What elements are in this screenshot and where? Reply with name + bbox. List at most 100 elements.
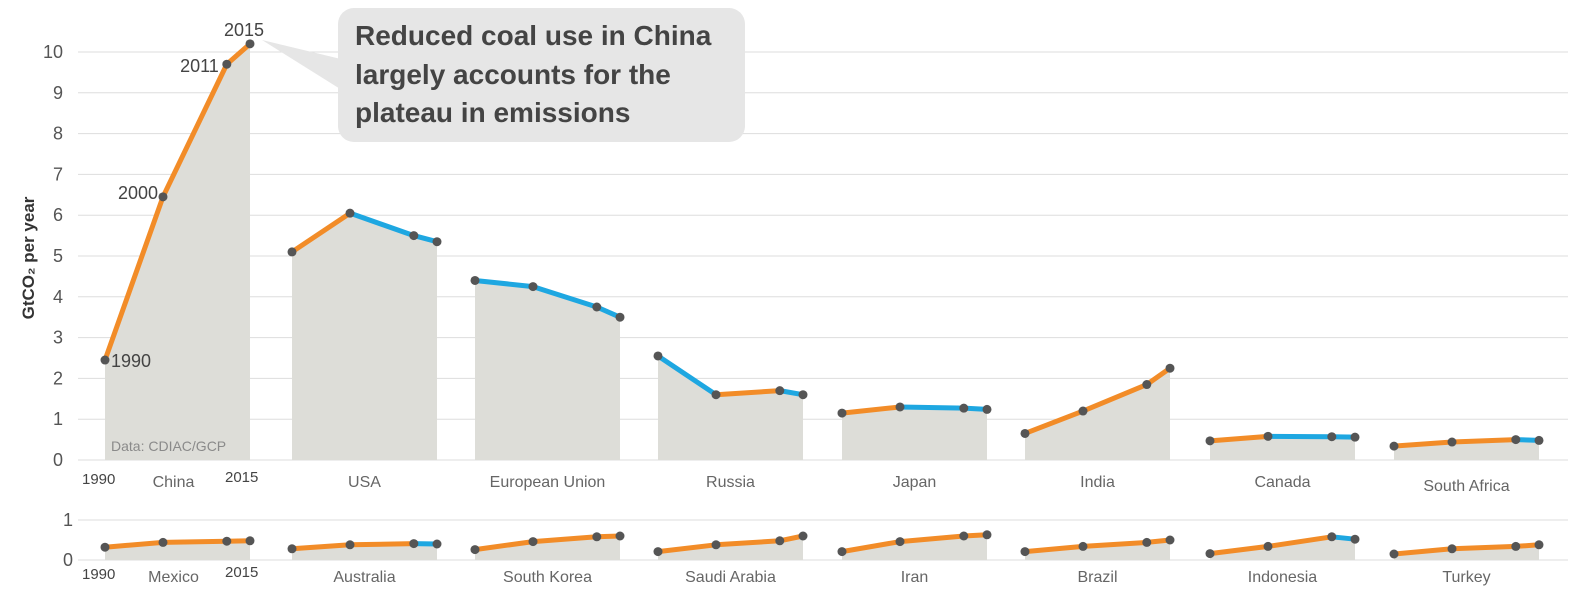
point-south-africa-2011 (1511, 435, 1521, 445)
point-iran-1990 (837, 547, 847, 557)
segment-japan-1 (897, 404, 967, 411)
point-saudi-arabia-2011 (775, 536, 785, 546)
segment-iran-1 (897, 533, 967, 545)
category-label-mexico: Mexico (148, 569, 199, 586)
category-label-usa: USA (348, 474, 381, 491)
category-label-european-union: European Union (490, 474, 606, 491)
category-label-japan: Japan (893, 474, 937, 491)
point-canada-1990 (1205, 436, 1215, 446)
segment-european-union-0 (472, 277, 536, 290)
point-south-africa-1990 (1389, 441, 1399, 451)
segment-turkey-1 (1449, 543, 1519, 552)
point-saudi-arabia-2015 (798, 531, 808, 541)
point-japan-2015 (982, 404, 992, 414)
point-india-2000 (1078, 406, 1088, 416)
area-iran (842, 534, 987, 560)
y-tick-label: 2 (53, 368, 63, 388)
segment-south-africa-0 (1391, 439, 1455, 449)
point-iran-2000 (895, 537, 905, 547)
segment-brazil-1 (1080, 539, 1150, 549)
y-tick-label: 4 (53, 287, 63, 307)
segment-iran-0 (839, 539, 903, 555)
year-label-start: 1990 (82, 566, 115, 583)
point-year-label-2000: 2000 (118, 183, 158, 203)
area-layer (105, 43, 1539, 560)
segment-india-2 (1144, 365, 1173, 388)
point-mexico-2011 (222, 536, 232, 546)
point-usa-1990 (287, 247, 297, 257)
callout-pointer (262, 40, 345, 92)
point-saudi-arabia-1990 (653, 547, 663, 557)
point-mexico-1990 (100, 542, 110, 552)
point-south-korea-2000 (528, 537, 538, 547)
point-china-1990 (100, 355, 110, 365)
point-russia-2011 (775, 386, 785, 396)
annotation-callout: Reduced coal use in China largely accoun… (262, 8, 745, 142)
segment-canada-0 (1207, 433, 1271, 444)
point-european-union-2015 (615, 312, 625, 322)
point-usa-2011 (409, 231, 419, 241)
point-turkey-2000 (1447, 544, 1457, 554)
point-european-union-1990 (470, 275, 480, 285)
segment-china-1 (160, 61, 230, 200)
point-year-label-2011: 2011 (180, 56, 219, 76)
point-australia-2011 (409, 539, 419, 549)
point-turkey-2015 (1534, 540, 1544, 550)
segment-mexico-0 (102, 539, 166, 550)
category-label-turkey: Turkey (1442, 569, 1490, 586)
segment-russia-1 (713, 388, 783, 398)
point-indonesia-2015 (1350, 534, 1360, 544)
segment-saudi-arabia-0 (655, 542, 719, 555)
category-label-south-africa: South Africa (1423, 478, 1509, 495)
area-china (105, 43, 250, 461)
y-tick-label: 3 (53, 328, 63, 348)
point-layer (100, 39, 1544, 559)
point-turkey-1990 (1389, 549, 1399, 559)
segment-china-2 (224, 41, 253, 67)
point-mexico-2015 (245, 536, 255, 546)
category-label-india: India (1080, 474, 1115, 491)
category-label-australia: Australia (333, 569, 395, 586)
segment-brazil-0 (1022, 543, 1086, 555)
point-india-2011 (1142, 380, 1152, 390)
category-label-iran: Iran (901, 569, 929, 586)
year-label-end: 2015 (225, 469, 258, 486)
point-brazil-2015 (1165, 535, 1175, 545)
year-label-end: 2015 (225, 564, 258, 581)
category-label-russia: Russia (706, 474, 755, 491)
point-south-africa-2000 (1447, 437, 1457, 447)
y-tick-label: 9 (53, 83, 63, 103)
point-indonesia-2000 (1263, 541, 1273, 551)
point-japan-2000 (895, 402, 905, 412)
point-turkey-2011 (1511, 541, 1521, 551)
segment-usa-1 (347, 210, 417, 239)
y-axis-label: GtCO₂ per year (19, 196, 38, 319)
point-indonesia-2011 (1327, 532, 1337, 542)
segment-saudi-arabia-1 (713, 538, 783, 548)
point-south-korea-1990 (470, 545, 480, 555)
point-indonesia-1990 (1205, 549, 1215, 559)
category-label-saudi-arabia: Saudi Arabia (685, 569, 776, 586)
segment-indonesia-1 (1265, 534, 1335, 549)
y-tick-label: 6 (53, 205, 63, 225)
point-european-union-2011 (592, 302, 602, 312)
point-canada-2015 (1350, 432, 1360, 442)
area-japan (842, 406, 987, 460)
area-indonesia (1210, 536, 1355, 560)
segment-mexico-1 (160, 538, 230, 545)
y-tick-label: 0 (53, 450, 63, 470)
category-label-brazil: Brazil (1077, 569, 1117, 586)
segment-usa-0 (289, 210, 353, 255)
area-european-union (475, 280, 620, 460)
category-label-indonesia: Indonesia (1248, 569, 1317, 586)
point-brazil-2011 (1142, 537, 1152, 547)
source-label: Data: CDIAC/GCP (111, 438, 226, 454)
segment-south-korea-1 (530, 534, 600, 545)
point-russia-1990 (653, 351, 663, 361)
point-year-label-2015: 2015 (224, 20, 264, 40)
segment-russia-0 (655, 353, 719, 398)
point-south-korea-2011 (592, 532, 602, 542)
segment-turkey-0 (1391, 546, 1455, 557)
point-australia-2015 (432, 539, 442, 549)
segment-south-korea-0 (472, 539, 536, 553)
